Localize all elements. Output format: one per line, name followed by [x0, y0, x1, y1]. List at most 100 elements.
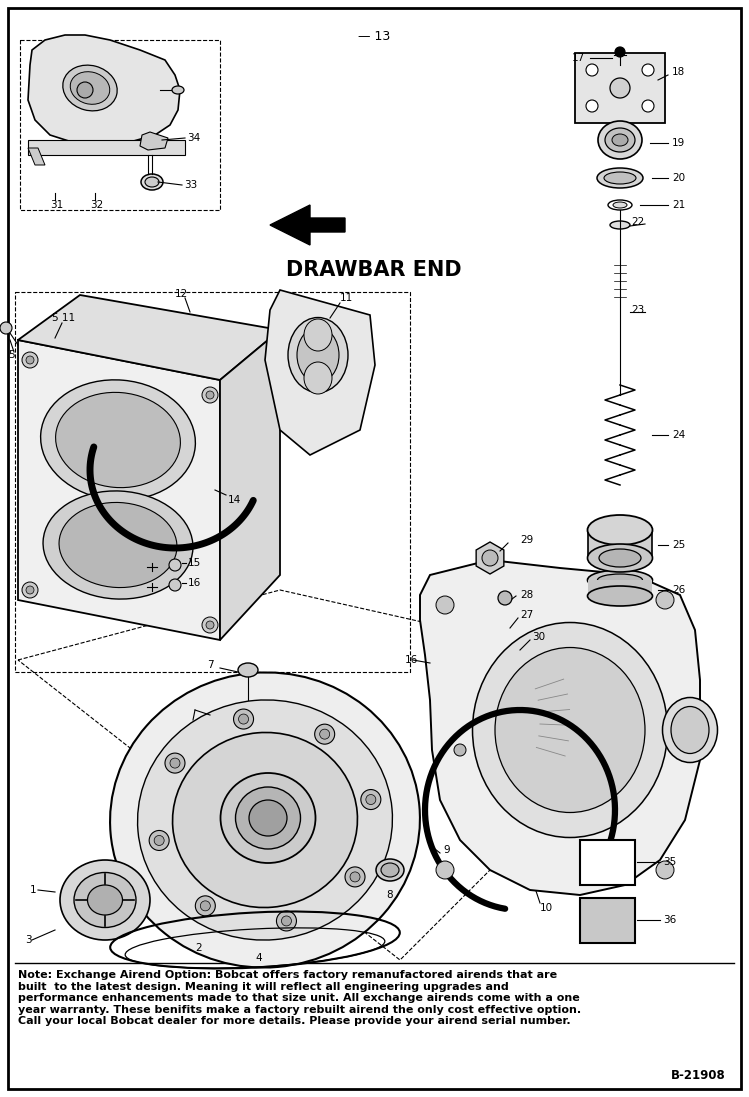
Polygon shape [18, 340, 220, 640]
Ellipse shape [70, 71, 110, 104]
Ellipse shape [473, 622, 667, 837]
Text: 20: 20 [672, 173, 685, 183]
Ellipse shape [43, 491, 193, 599]
Circle shape [282, 916, 291, 926]
Circle shape [610, 78, 630, 98]
Circle shape [165, 753, 185, 773]
Ellipse shape [613, 202, 627, 208]
Ellipse shape [598, 574, 643, 586]
Text: 27: 27 [520, 610, 533, 620]
Ellipse shape [55, 393, 181, 488]
Polygon shape [18, 295, 280, 380]
Circle shape [206, 621, 214, 629]
Polygon shape [580, 840, 635, 885]
Circle shape [656, 861, 674, 879]
Ellipse shape [599, 548, 641, 567]
Polygon shape [28, 140, 185, 155]
Circle shape [345, 867, 365, 886]
Ellipse shape [612, 134, 628, 146]
Text: 35: 35 [663, 857, 676, 867]
Text: 5: 5 [8, 350, 15, 360]
Text: 26: 26 [672, 585, 685, 595]
Ellipse shape [238, 663, 258, 677]
Circle shape [22, 583, 38, 598]
Text: 4: 4 [255, 953, 261, 963]
Circle shape [656, 591, 674, 609]
Polygon shape [28, 35, 180, 145]
Ellipse shape [172, 86, 184, 94]
Circle shape [77, 82, 93, 98]
Circle shape [276, 911, 297, 931]
Text: 2: 2 [195, 943, 201, 953]
Circle shape [169, 559, 181, 572]
Circle shape [454, 744, 466, 756]
Ellipse shape [88, 885, 123, 915]
Ellipse shape [288, 317, 348, 393]
Polygon shape [420, 559, 700, 895]
Circle shape [586, 64, 598, 76]
Text: Note: Exchange Airend Option: Bobcat offers factory remanufactored airends that : Note: Exchange Airend Option: Bobcat off… [18, 970, 581, 1027]
Polygon shape [476, 542, 504, 574]
Text: 31: 31 [50, 200, 63, 210]
Text: 17: 17 [571, 53, 585, 63]
Ellipse shape [138, 700, 392, 940]
Text: 7: 7 [207, 660, 213, 670]
Circle shape [0, 323, 12, 333]
Ellipse shape [249, 800, 287, 836]
Circle shape [642, 64, 654, 76]
Text: 9: 9 [443, 845, 449, 855]
Ellipse shape [40, 380, 195, 500]
Circle shape [200, 901, 210, 911]
Ellipse shape [141, 174, 163, 190]
Ellipse shape [235, 787, 300, 849]
Polygon shape [220, 330, 280, 640]
Text: 12: 12 [175, 289, 188, 299]
Ellipse shape [587, 544, 652, 572]
Circle shape [366, 794, 376, 804]
Circle shape [436, 596, 454, 614]
Ellipse shape [304, 319, 332, 351]
Circle shape [154, 836, 164, 846]
Text: 23: 23 [631, 305, 645, 315]
Ellipse shape [587, 514, 652, 545]
Text: 15: 15 [188, 558, 201, 568]
Ellipse shape [610, 220, 630, 229]
Circle shape [169, 579, 181, 591]
Text: 32: 32 [90, 200, 103, 210]
Text: 19: 19 [672, 138, 685, 148]
Circle shape [350, 872, 360, 882]
Text: DRAWBAR END: DRAWBAR END [286, 260, 462, 280]
Text: 21: 21 [672, 200, 685, 210]
Circle shape [642, 100, 654, 112]
Text: 3: 3 [25, 935, 31, 945]
Ellipse shape [376, 859, 404, 881]
Text: 24: 24 [672, 430, 685, 440]
Polygon shape [270, 205, 345, 245]
Polygon shape [588, 530, 652, 558]
Text: 28: 28 [520, 590, 533, 600]
Text: 18: 18 [672, 67, 685, 77]
Circle shape [149, 830, 169, 850]
Text: 11: 11 [340, 293, 354, 303]
Ellipse shape [63, 65, 117, 111]
Circle shape [26, 586, 34, 593]
Circle shape [170, 758, 180, 768]
Text: 29: 29 [520, 535, 533, 545]
Ellipse shape [671, 706, 709, 754]
Text: 34: 34 [187, 133, 200, 143]
Circle shape [234, 709, 254, 730]
Ellipse shape [587, 586, 652, 606]
Text: 8: 8 [386, 890, 393, 900]
Text: 16: 16 [188, 578, 201, 588]
Text: 30: 30 [532, 632, 545, 642]
Polygon shape [265, 290, 375, 455]
Text: 36: 36 [663, 915, 676, 925]
Circle shape [315, 724, 335, 744]
Text: 14: 14 [228, 495, 241, 505]
Ellipse shape [604, 172, 636, 184]
Ellipse shape [608, 200, 632, 210]
Circle shape [586, 100, 598, 112]
Ellipse shape [304, 362, 332, 394]
Ellipse shape [598, 121, 642, 159]
Text: 1: 1 [30, 885, 37, 895]
